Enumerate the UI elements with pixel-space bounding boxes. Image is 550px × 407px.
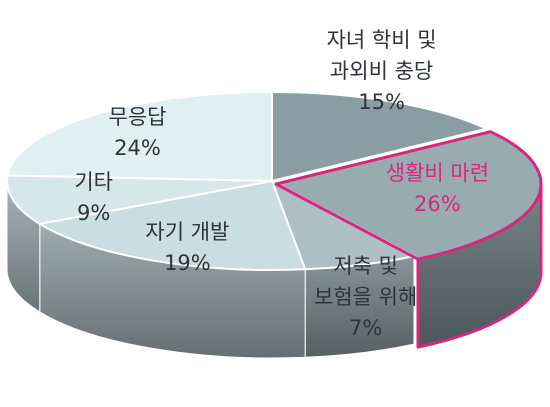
slice-label-3: 자기 개발 19% bbox=[145, 217, 229, 279]
highlight-outline-side bbox=[416, 184, 543, 349]
slice-value-label: 19% bbox=[164, 251, 211, 276]
slice-label-line: 자기 개발 bbox=[145, 220, 230, 245]
pie-top-layer bbox=[6, 90, 542, 271]
slice-value-label: 7% bbox=[348, 316, 383, 341]
slice-value-label: 9% bbox=[76, 201, 111, 226]
pie-slice-0 bbox=[271, 90, 490, 183]
slice-label-line: 저축 및 bbox=[333, 254, 398, 279]
slice-label-line: 생활비 마련 bbox=[385, 161, 490, 186]
pie-side-layer bbox=[6, 180, 542, 359]
slice-label-line: 무응답 bbox=[108, 104, 167, 129]
slice-label-line: 보험을 위해 bbox=[314, 285, 418, 310]
pie-slice-4 bbox=[6, 174, 273, 225]
slice-label-4: 기타 9% bbox=[74, 167, 113, 229]
slice-label-5: 무응답 24% bbox=[109, 102, 167, 164]
slice-label-line: 기타 bbox=[74, 170, 113, 195]
highlight-outline-top bbox=[274, 130, 543, 261]
slice-label-line: 과외비 충당 bbox=[329, 59, 434, 84]
slice-value-label: 15% bbox=[358, 90, 405, 115]
pie-slice-5 bbox=[6, 90, 273, 183]
slice-value-label: 24% bbox=[114, 135, 161, 160]
pie-slice-3 bbox=[37, 179, 307, 271]
slice-label-1: 생활비 마련 26% bbox=[386, 158, 489, 220]
slice-value-label: 26% bbox=[414, 192, 461, 217]
slice-label-line: 자녀 학비 및 bbox=[326, 28, 437, 53]
pie-highlight-layer bbox=[274, 130, 543, 349]
